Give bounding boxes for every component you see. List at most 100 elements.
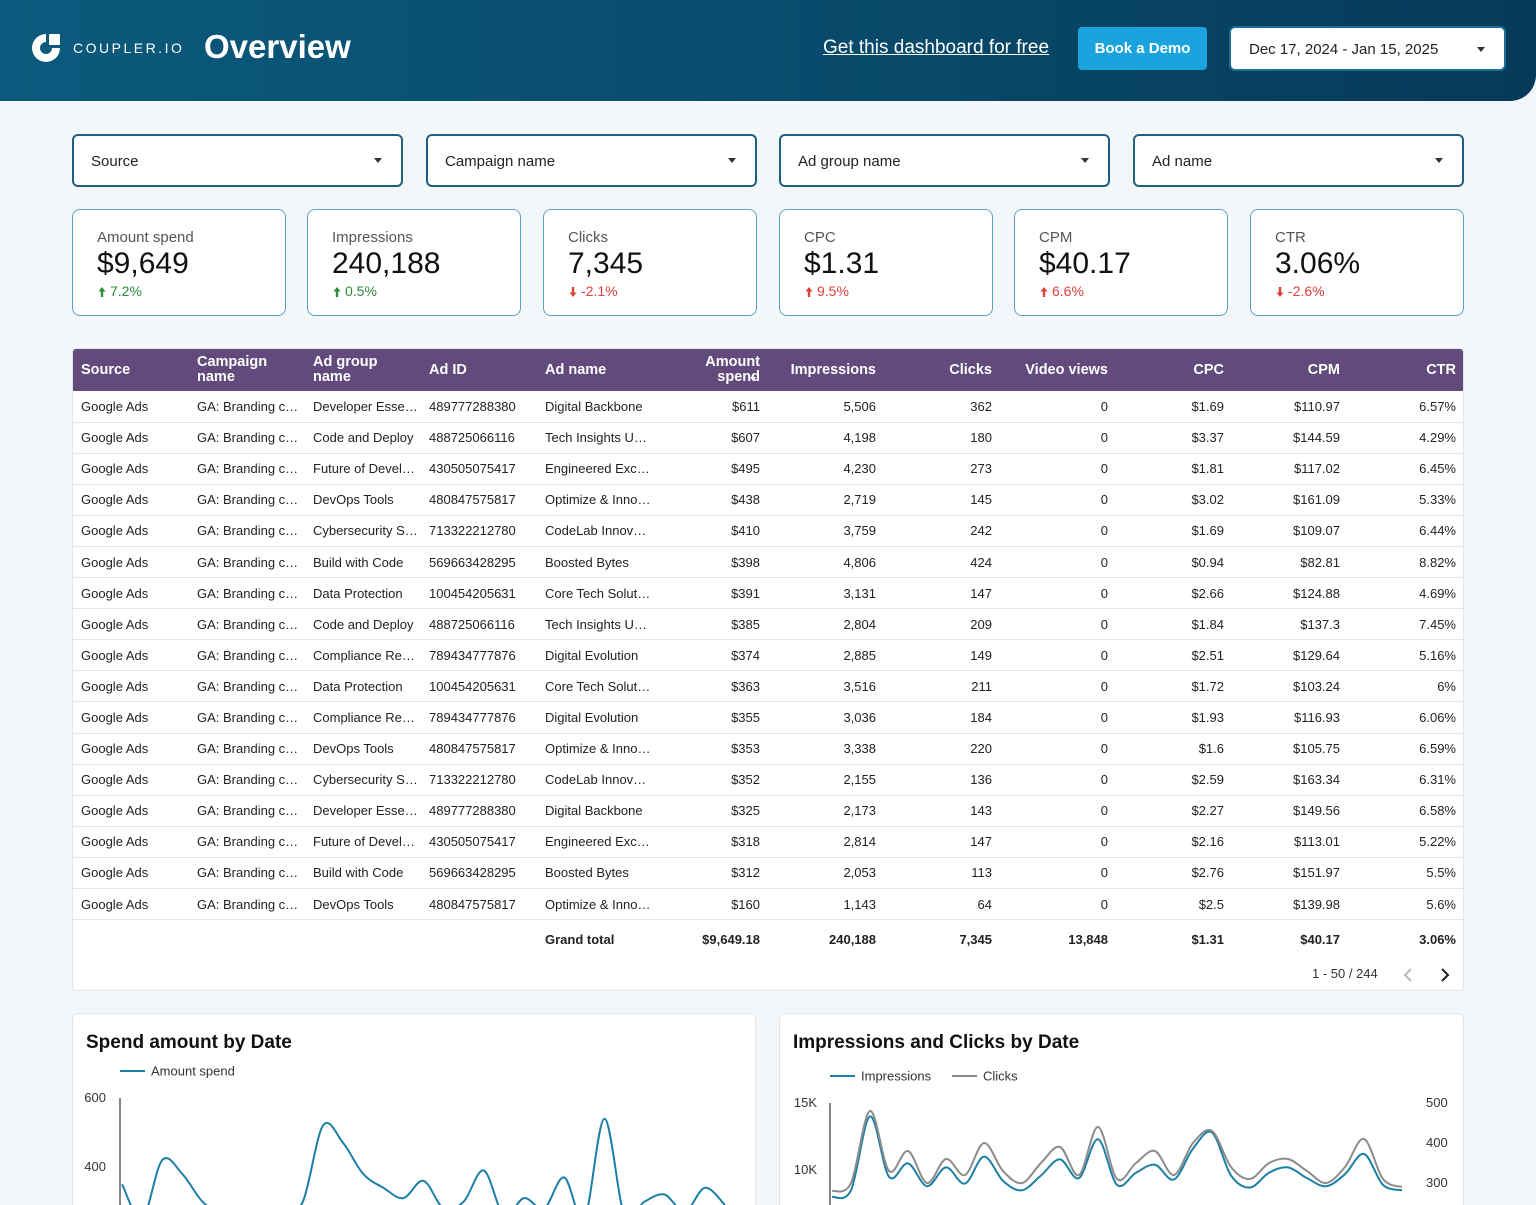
- header-label: CPC: [1193, 361, 1224, 378]
- table-cell: GA: Branding c…: [189, 764, 305, 796]
- filter-label: Source: [91, 153, 139, 170]
- kpi-label: CPC: [804, 229, 836, 246]
- column-header[interactable]: Video views: [1001, 349, 1117, 391]
- table-row: Google Ads GA: Branding c… DevOps Tools 480…: [73, 484, 1463, 516]
- filter-dropdown[interactable]: Ad group name: [779, 134, 1110, 187]
- column-header[interactable]: Ad group name: [305, 349, 421, 391]
- table-cell: 5.16%: [1349, 639, 1463, 672]
- kpi-change: 9.5%: [817, 283, 849, 299]
- column-header[interactable]: CPC: [1117, 349, 1233, 391]
- table-cell: $352: [653, 764, 769, 796]
- column-header[interactable]: Ad ID: [421, 349, 537, 391]
- table-cell: $113.01: [1233, 826, 1349, 858]
- table-cell: 4,198: [769, 422, 885, 454]
- column-header[interactable]: Ad name: [537, 349, 653, 391]
- logo-icon: [32, 34, 60, 62]
- legend-label: Clicks: [983, 1069, 1018, 1084]
- table-cell: 0: [1001, 422, 1117, 454]
- table-cell: $149.56: [1233, 795, 1349, 827]
- column-header[interactable]: Impressions: [769, 349, 885, 391]
- table-cell: 2,719: [769, 484, 885, 516]
- prev-page[interactable]: [1403, 968, 1412, 982]
- next-page[interactable]: [1441, 968, 1450, 982]
- table-cell: Google Ads: [73, 733, 189, 765]
- table-cell: 2,173: [769, 795, 885, 827]
- kpi-card: CPM $40.17 6.6%: [1014, 209, 1228, 316]
- empty-cell: [189, 919, 305, 960]
- date-picker[interactable]: Dec 17, 2024 - Jan 15, 2025: [1229, 26, 1506, 71]
- table-cell: $129.64: [1233, 639, 1349, 672]
- table-cell: Cybersecurity S…: [305, 515, 421, 547]
- filter-dropdown[interactable]: Source: [72, 134, 403, 187]
- arrow-shape: [805, 287, 813, 297]
- table-row: Google Ads GA: Branding c… Code and Deploy…: [73, 422, 1463, 454]
- table-cell: 64: [885, 888, 1001, 921]
- table-cell: 6.57%: [1349, 391, 1463, 423]
- column-header[interactable]: Source: [73, 349, 189, 391]
- table-cell: CodeLab Innov…: [537, 515, 653, 547]
- column-header[interactable]: CPM: [1233, 349, 1349, 391]
- trend-arrow: [333, 287, 341, 297]
- column-header[interactable]: Clicks: [885, 349, 1001, 391]
- table-cell: GA: Branding c…: [189, 795, 305, 827]
- table-cell: 3,338: [769, 733, 885, 765]
- filter-label: Ad name: [1152, 153, 1213, 170]
- y-tick-label: 400: [84, 1159, 106, 1174]
- table-cell: Digital Backbone: [537, 391, 653, 423]
- column-header[interactable]: Campaign name: [189, 349, 305, 391]
- table-cell: Google Ads: [73, 546, 189, 579]
- table-cell: $385: [653, 608, 769, 641]
- table-cell: 6.31%: [1349, 764, 1463, 796]
- filter-dropdown[interactable]: Campaign name: [426, 134, 757, 187]
- table-cell: 430505075417: [421, 826, 537, 858]
- table-cell: 143: [885, 795, 1001, 827]
- dashboard-link[interactable]: Get this dashboard for free: [823, 37, 1050, 58]
- arrow-shape: [333, 287, 341, 297]
- table-row: Google Ads GA: Branding c… Cybersecurity S…: [73, 515, 1463, 547]
- kpi-label: CTR: [1275, 229, 1306, 246]
- table-cell: 147: [885, 577, 1001, 610]
- kpi-change: 0.5%: [345, 283, 377, 299]
- table-cell: 3,131: [769, 577, 885, 610]
- sort-arrow: [750, 377, 756, 381]
- table-cell: Compliance Re…: [305, 701, 421, 734]
- table-cell: Google Ads: [73, 391, 189, 423]
- table-cell: $116.93: [1233, 701, 1349, 734]
- table-cell: Digital Evolution: [537, 701, 653, 734]
- kpi-value: $40.17: [1039, 247, 1131, 280]
- table-cell: 0: [1001, 453, 1117, 485]
- table-cell: 136: [885, 764, 1001, 796]
- table-cell: 2,804: [769, 608, 885, 641]
- header-label: CTR: [1426, 361, 1456, 378]
- table-cell: 0: [1001, 546, 1117, 579]
- y2-tick-label: 300: [1426, 1175, 1448, 1190]
- kpi-card: Amount spend $9,649 7.2%: [72, 209, 286, 316]
- arrow-shape: [569, 287, 577, 297]
- table-cell: 4,230: [769, 453, 885, 485]
- table-cell: $607: [653, 422, 769, 454]
- caret: [728, 158, 736, 163]
- table-cell: $318: [653, 826, 769, 858]
- book-demo-button[interactable]: Book a Demo: [1078, 27, 1207, 70]
- table-cell: Google Ads: [73, 764, 189, 796]
- table-cell: $1.72: [1117, 670, 1233, 703]
- table-cell: 3,516: [769, 670, 885, 703]
- table-cell: Core Tech Solut…: [537, 670, 653, 703]
- table-cell: Google Ads: [73, 670, 189, 703]
- y2-tick-label: 500: [1426, 1095, 1448, 1110]
- table-cell: GA: Branding c…: [189, 546, 305, 579]
- table-cell: $160: [653, 888, 769, 921]
- table-cell: 569663428295: [421, 857, 537, 890]
- pager-arrows: [1403, 968, 1450, 982]
- table-cell: GA: Branding c…: [189, 577, 305, 610]
- table-cell: Optimize & Inno…: [537, 733, 653, 765]
- table-cell: 789434777876: [421, 701, 537, 734]
- filter-dropdown[interactable]: Ad name: [1133, 134, 1464, 187]
- table-cell: 6.45%: [1349, 453, 1463, 485]
- table-cell: 0: [1001, 639, 1117, 672]
- column-header[interactable]: CTR: [1349, 349, 1463, 391]
- column-header[interactable]: Amount spend: [653, 349, 769, 391]
- table-cell: Google Ads: [73, 515, 189, 547]
- kpi-change: -2.6%: [1288, 283, 1325, 299]
